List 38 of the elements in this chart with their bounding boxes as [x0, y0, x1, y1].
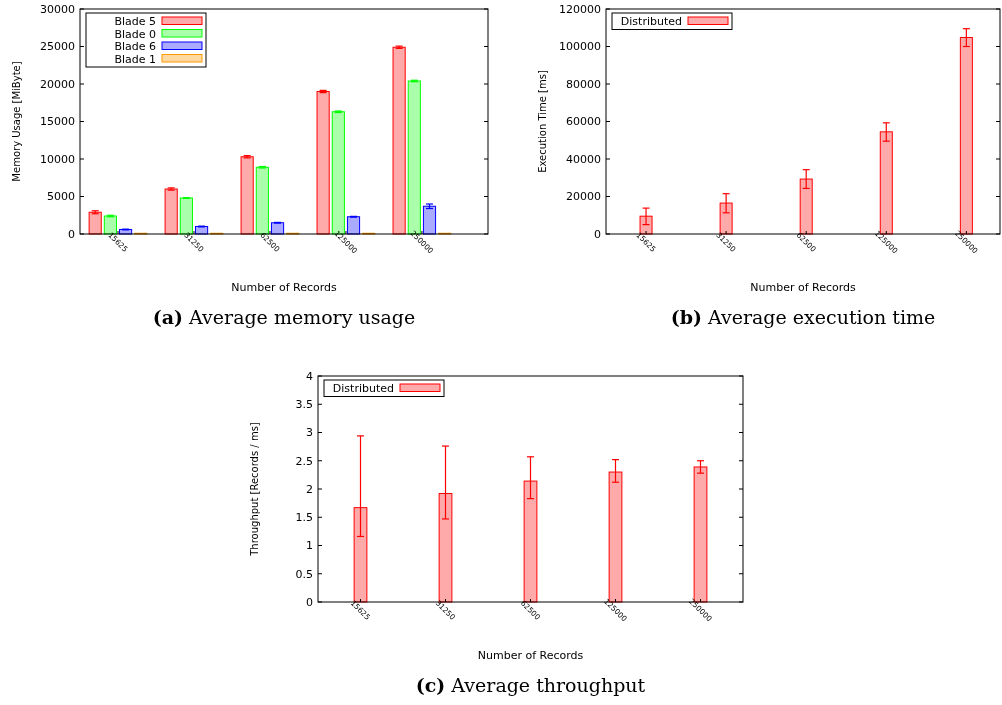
y-tick-label: 60000	[566, 115, 601, 129]
legend-label: Blade 5	[114, 15, 156, 29]
x-axis-title: Number of Records	[477, 649, 584, 662]
text: (a) Average memory usage	[152, 306, 416, 328]
legend-label: Distributed	[332, 382, 394, 396]
y-tick-label: 0	[68, 227, 75, 241]
y-tick-label: 0	[594, 227, 601, 241]
y-tick-label: 2	[306, 482, 313, 496]
y-tick-label: 100000	[559, 40, 601, 54]
y-tick-label: 10000	[40, 152, 75, 166]
legend-label: Blade 0	[114, 27, 156, 41]
legend-label: Blade 6	[114, 40, 156, 54]
y-tick-label: 120000	[559, 2, 601, 16]
y-tick-label: 1	[306, 539, 313, 553]
text: (b) Average execution time	[670, 306, 936, 328]
y-tick-label: 80000	[566, 77, 601, 91]
y-axis-title: Throughput [Records / ms]	[249, 422, 260, 557]
y-tick-label: 0	[306, 595, 313, 609]
x-axis-title: Number of Records	[231, 281, 338, 294]
y-tick-label: 20000	[566, 190, 601, 204]
y-tick-label: 30000	[40, 2, 75, 16]
y-tick-label: 40000	[566, 152, 601, 166]
y-tick-label: 20000	[40, 77, 75, 91]
y-tick-label: 0.5	[295, 567, 313, 581]
y-tick-label: 4	[306, 369, 313, 383]
text: (c) Average throughput	[415, 674, 646, 696]
legend-label: Blade 1	[114, 52, 156, 66]
y-tick-label: 15000	[40, 115, 75, 129]
y-axis-title: Memory Usage [MiByte]	[11, 61, 22, 182]
y-axis-title: Execution Time [ms]	[537, 70, 548, 173]
y-tick-label: 25000	[40, 40, 75, 54]
x-axis-title: Number of Records	[750, 281, 857, 294]
y-tick-label: 1.5	[295, 511, 313, 525]
y-tick-label: 2.5	[295, 454, 313, 468]
y-tick-label: 3	[306, 426, 313, 440]
y-tick-label: 5000	[47, 190, 75, 204]
y-tick-label: 3.5	[295, 398, 313, 412]
legend-label: Distributed	[620, 15, 682, 29]
